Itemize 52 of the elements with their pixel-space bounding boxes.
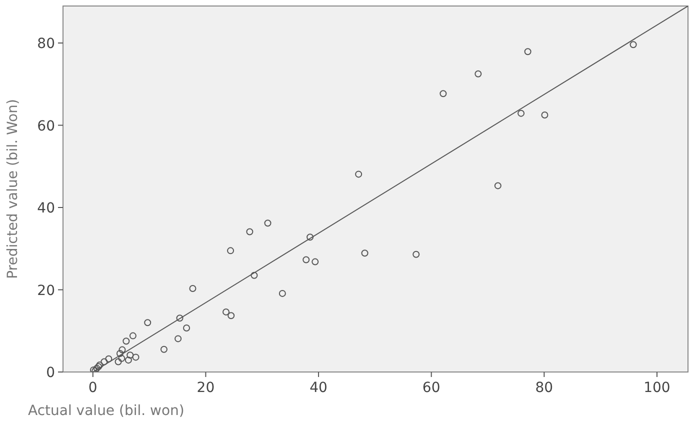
point — [361, 250, 368, 257]
point — [129, 332, 136, 340]
point — [355, 170, 362, 178]
point — [144, 319, 152, 326]
point — [541, 111, 548, 118]
point — [278, 290, 286, 297]
point — [132, 354, 140, 361]
y-tick-label: 80 — [37, 36, 55, 52]
x-tick-label: 20 — [196, 380, 215, 396]
point — [100, 358, 108, 366]
x-tick-label: 0 — [88, 380, 98, 396]
point — [124, 356, 132, 364]
y-tick-label: 20 — [37, 282, 55, 299]
point — [227, 247, 234, 254]
point — [116, 350, 124, 357]
point — [183, 324, 190, 332]
point — [524, 48, 532, 56]
y-tick-label: 60 — [37, 118, 55, 134]
point — [250, 272, 258, 279]
point — [630, 41, 637, 48]
point — [494, 182, 502, 190]
point — [114, 358, 122, 366]
point — [176, 314, 184, 322]
point — [105, 355, 112, 362]
point — [118, 354, 126, 362]
point — [118, 346, 126, 354]
point — [264, 220, 272, 227]
y-tick-label: 0 — [46, 365, 55, 381]
point — [122, 338, 130, 345]
x-tick-label: 60 — [422, 380, 440, 396]
point — [412, 250, 420, 258]
point — [174, 335, 182, 342]
point — [126, 352, 134, 359]
point — [518, 110, 525, 117]
point — [474, 70, 482, 78]
x-tick-label: 80 — [535, 380, 554, 396]
point — [440, 90, 447, 98]
point — [312, 258, 319, 266]
point — [228, 312, 235, 320]
point — [160, 346, 168, 353]
point — [246, 228, 254, 236]
point — [189, 285, 196, 292]
x-axis-title: Actual value (bil. won) — [28, 403, 184, 419]
y-axis-title: Predicted value (bil. Won) — [5, 99, 21, 279]
point — [90, 366, 97, 372]
x-tick-label: 40 — [310, 380, 328, 396]
x-tick-label: 100 — [644, 380, 670, 396]
point — [302, 256, 310, 264]
point — [93, 364, 100, 372]
y-tick-label: 40 — [37, 200, 55, 217]
point — [222, 308, 230, 316]
point — [306, 234, 314, 241]
